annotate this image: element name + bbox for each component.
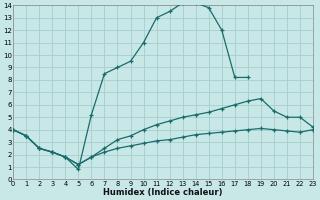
X-axis label: Humidex (Indice chaleur): Humidex (Indice chaleur) [103, 188, 223, 197]
